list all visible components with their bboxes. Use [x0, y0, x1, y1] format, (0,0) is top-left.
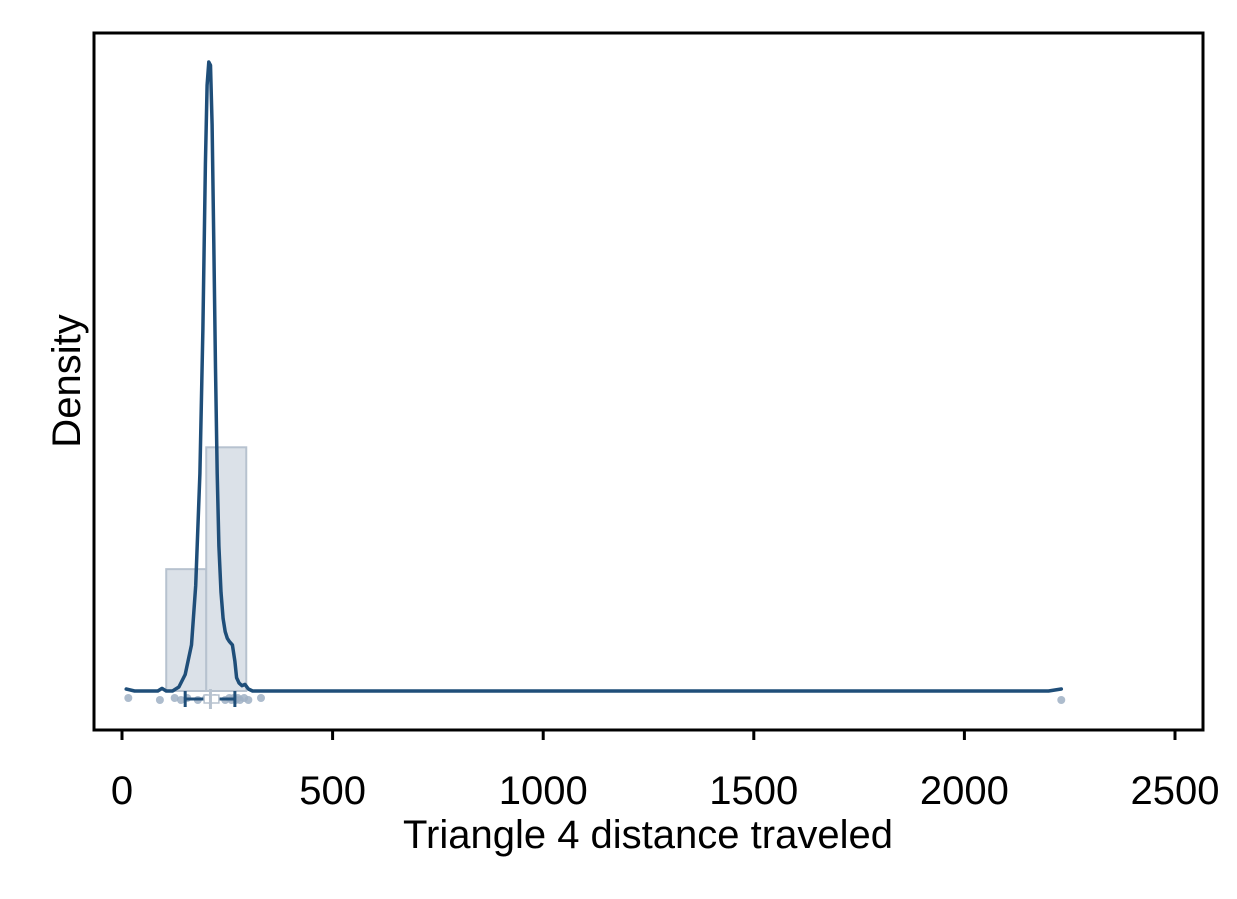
histogram-bars	[165, 446, 248, 693]
x-tick-label: 500	[299, 769, 366, 813]
x-tick-label: 1000	[499, 769, 588, 813]
x-tick-label: 0	[111, 769, 133, 813]
plot-frame	[92, 31, 1205, 732]
boxplot-marker	[183, 689, 237, 709]
rug-point	[176, 696, 185, 704]
rug-point	[1057, 696, 1066, 704]
rug-point	[170, 694, 179, 702]
y-axis-title: Density	[45, 314, 89, 447]
x-tick-label: 1500	[709, 769, 798, 813]
rug-point	[124, 694, 133, 702]
density-curve	[124, 60, 1064, 693]
rug-point	[244, 696, 253, 704]
rug-point	[256, 694, 265, 702]
x-axis-title: Triangle 4 distance traveled	[403, 813, 893, 857]
x-axis-ticks: 0 500 1000 1500 2000 2500	[111, 730, 1220, 813]
density-curve-layer	[124, 60, 1064, 693]
rug-points	[124, 694, 1066, 704]
x-tick-label: 2500	[1131, 769, 1220, 813]
x-tick-label: 2000	[920, 769, 1009, 813]
histogram-bar	[205, 446, 248, 692]
rug-point	[155, 696, 164, 704]
